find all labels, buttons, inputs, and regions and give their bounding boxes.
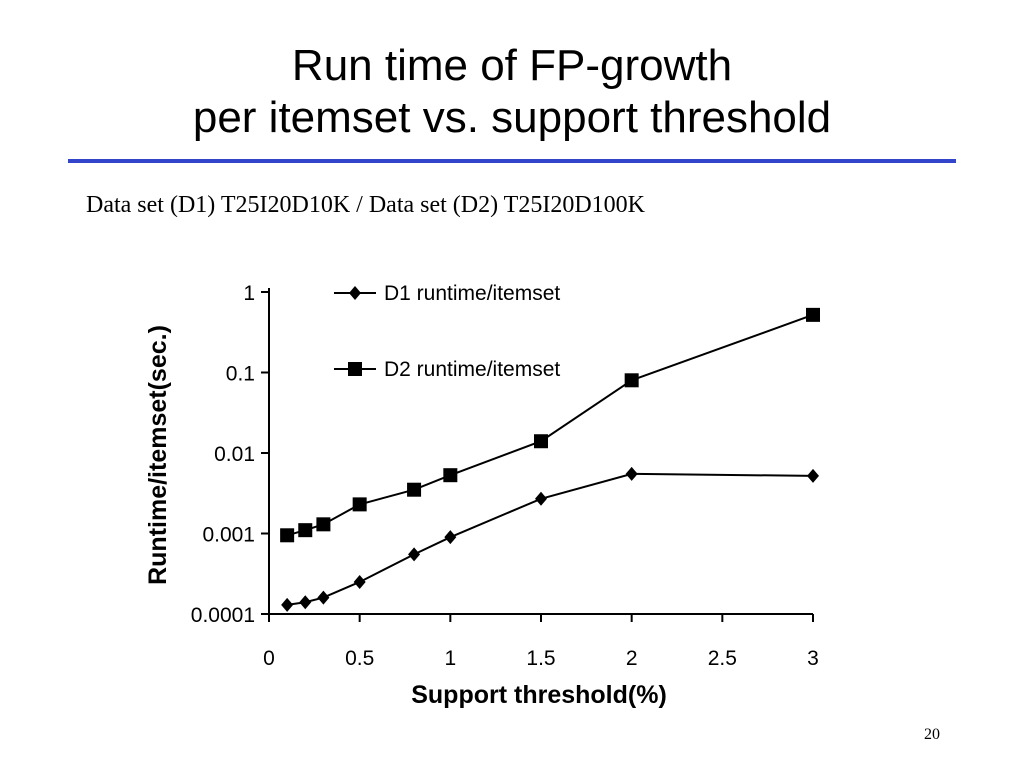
series-line-d1 (286, 472, 814, 606)
data-point-square (806, 307, 820, 322)
legend-label: D2 runtime/itemset (384, 358, 560, 381)
title-underline (68, 159, 956, 163)
data-point-diamond (408, 547, 421, 562)
data-point-diamond (349, 286, 361, 300)
data-point-square (534, 434, 548, 449)
legend-label: D1 runtime/itemset (384, 282, 560, 305)
x-tick-label: 2 (626, 647, 638, 670)
data-point-square (407, 482, 422, 497)
y-tick-label: 0.01 (214, 443, 255, 466)
data-point-diamond (353, 574, 366, 589)
x-tick-label: 0.5 (345, 647, 374, 670)
data-point-diamond (807, 468, 819, 483)
data-point-square (443, 468, 458, 483)
y-axis-label: Runtime/itemset(sec.) (144, 325, 172, 585)
data-point-diamond (317, 590, 330, 605)
y-tick-label: 0.0001 (191, 604, 255, 627)
title-line-2: per itemset vs. support threshold (192, 93, 832, 142)
data-point-diamond (625, 466, 638, 481)
data-point-square (348, 362, 362, 376)
title-line-1: Run time of FP-growth (291, 41, 733, 90)
data-point-square (298, 523, 313, 538)
x-tick-label: 1.5 (526, 647, 555, 670)
x-tick-label: 0 (263, 647, 275, 670)
data-point-diamond (281, 597, 294, 612)
data-point-square (624, 373, 639, 388)
data-point-square (316, 517, 331, 532)
data-point-square (280, 528, 295, 543)
x-axis-label: Support threshold(%) (411, 681, 667, 709)
page-number: 20 (924, 726, 940, 743)
data-point-diamond (535, 491, 547, 506)
y-tick-label: 1 (243, 282, 255, 305)
slide-title: Run time of FP-growth per itemset vs. su… (0, 40, 1024, 144)
y-tick-label: 0.1 (226, 363, 255, 386)
y-tick-label: 0.001 (202, 524, 255, 547)
x-tick-label: 2.5 (708, 647, 737, 670)
dataset-subtitle: Data set (D1) T25I20D10K / Data set (D2)… (86, 192, 645, 218)
x-tick-label: 3 (807, 647, 819, 670)
x-tick-label: 1 (444, 647, 456, 670)
data-point-diamond (444, 530, 457, 545)
data-point-square (352, 497, 367, 512)
data-point-diamond (299, 595, 312, 610)
